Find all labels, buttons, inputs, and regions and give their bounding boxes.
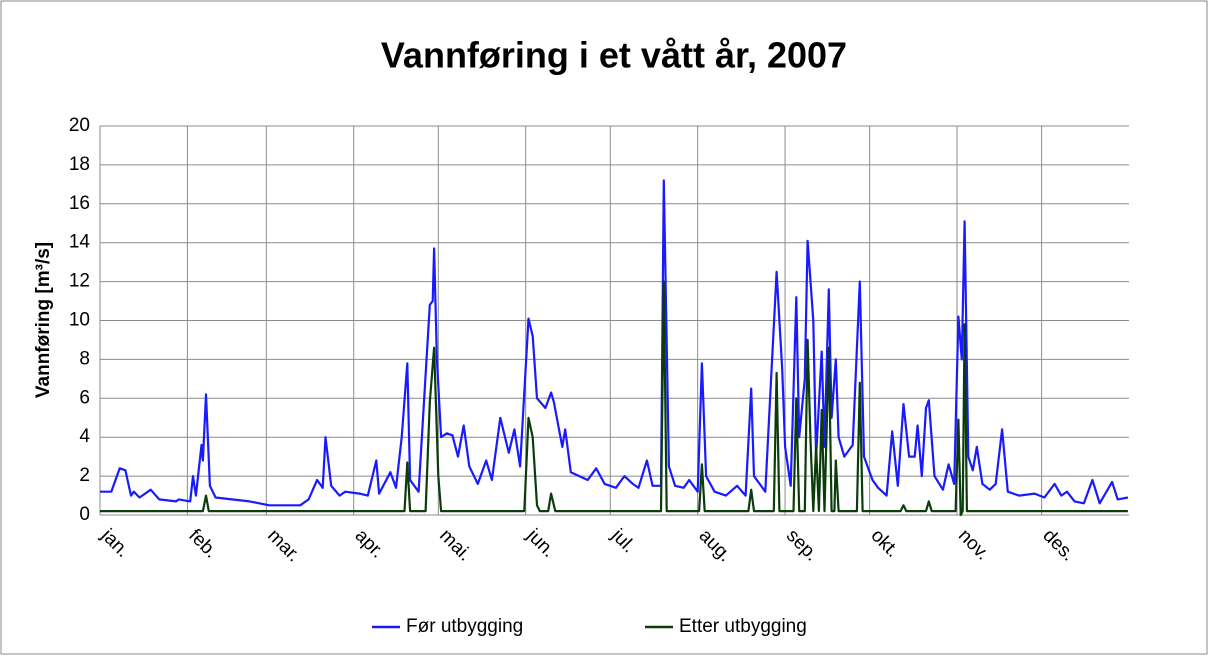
legend-label: Før utbygging: [406, 616, 523, 637]
y-tick-label: 18: [69, 154, 90, 175]
y-tick-label: 16: [69, 193, 90, 214]
chart-title: Vannføring i et vått år, 2007: [381, 35, 847, 76]
series-line: [100, 280, 1128, 517]
y-tick-label: 10: [69, 310, 90, 331]
y-tick-label: 8: [79, 348, 90, 369]
y-tick-label: 0: [79, 504, 90, 525]
y-tick-label: 4: [79, 426, 90, 447]
y-axis-label: Vannføring [m³/s]: [33, 242, 54, 398]
legend-label: Etter utbygging: [679, 616, 807, 637]
y-tick-label: 2: [79, 465, 90, 486]
series-line: [100, 179, 1129, 507]
y-tick-label: 6: [79, 387, 90, 408]
y-tick-label: 14: [69, 232, 91, 253]
y-tick-label: 20: [69, 115, 90, 136]
y-tick-label: 12: [69, 271, 90, 292]
